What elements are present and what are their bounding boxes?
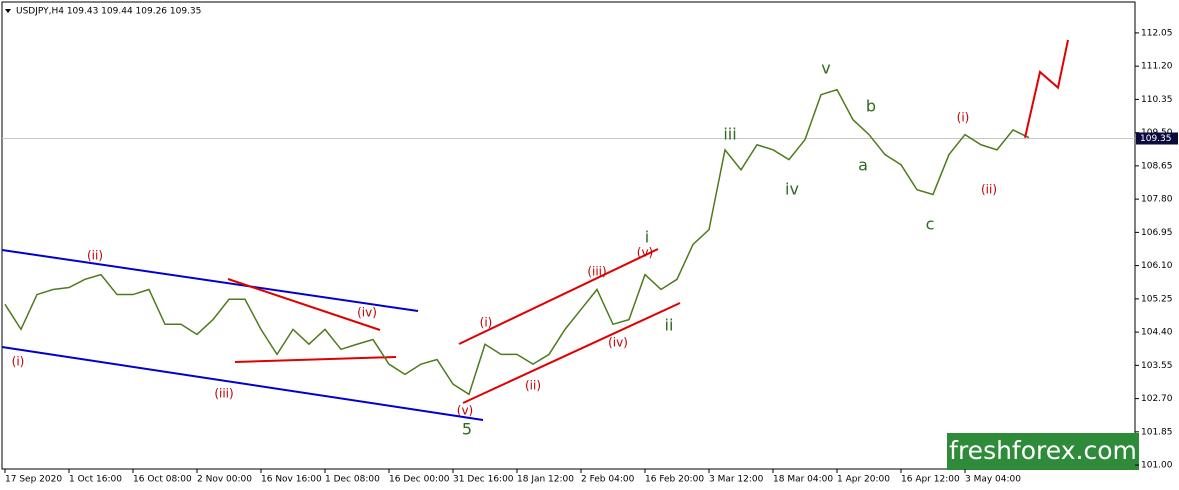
x-tick-label: 2 Feb 04:00 bbox=[581, 475, 635, 485]
channel-line bbox=[462, 302, 681, 404]
y-tick-label: 101.85 bbox=[1141, 427, 1173, 437]
x-tick-label: 18 Jan 12:00 bbox=[517, 475, 574, 485]
price-line-series bbox=[4, 88, 1030, 396]
wave-label: ii bbox=[665, 316, 674, 335]
watermark-box bbox=[947, 433, 1139, 470]
x-tick-label: 31 Dec 16:00 bbox=[453, 475, 514, 485]
x-tick-label: 2 Nov 00:00 bbox=[197, 475, 252, 485]
wave-label: (ii) bbox=[87, 249, 103, 263]
wave-label: iii bbox=[723, 125, 736, 144]
x-tick-label: 1 Apr 20:00 bbox=[837, 475, 890, 485]
triangle-line bbox=[227, 278, 381, 331]
wave-label: (i) bbox=[12, 355, 25, 369]
y-tick-label: 102.70 bbox=[1141, 394, 1173, 404]
wave-label: (ii) bbox=[981, 183, 997, 197]
wave-label: iv bbox=[785, 180, 799, 199]
channel-line bbox=[1, 346, 484, 421]
y-tick-label: 106.10 bbox=[1141, 261, 1173, 271]
y-tick-label: 112.05 bbox=[1141, 28, 1173, 38]
y-tick-label: 111.20 bbox=[1141, 62, 1173, 72]
y-tick-label: 107.80 bbox=[1141, 195, 1173, 205]
x-tick-label: 1 Oct 16:00 bbox=[69, 475, 122, 485]
x-tick-label: 16 Dec 00:00 bbox=[389, 475, 450, 485]
x-tick-label: 16 Apr 12:00 bbox=[901, 475, 960, 485]
y-tick-label: 106.95 bbox=[1141, 228, 1173, 238]
wave-label: (i) bbox=[957, 111, 970, 125]
y-tick-label: 108.65 bbox=[1141, 161, 1173, 171]
price-label: 109.35 bbox=[1140, 134, 1172, 144]
wave-label: (v) bbox=[457, 404, 473, 418]
y-tick-label: 105.25 bbox=[1141, 294, 1173, 304]
y-tick-label: 110.35 bbox=[1141, 95, 1173, 105]
y-tick-label: 104.40 bbox=[1141, 328, 1173, 338]
x-tick-label: 3 Mar 12:00 bbox=[709, 475, 764, 485]
wave-label: i bbox=[645, 228, 649, 247]
y-tick-label: 103.55 bbox=[1141, 361, 1173, 371]
watermark: freshforex.com bbox=[949, 436, 1137, 465]
wave-label: c bbox=[926, 215, 935, 234]
x-tick-label: 16 Oct 08:00 bbox=[133, 475, 192, 485]
wave-label: 5 bbox=[462, 420, 472, 439]
triangle-line bbox=[234, 356, 397, 363]
projection-line bbox=[1024, 39, 1069, 138]
wave-label: b bbox=[866, 97, 876, 116]
chart-title: USDJPY,H4 109.43 109.44 109.26 109.35 bbox=[16, 7, 201, 17]
wave-label: (iv) bbox=[357, 306, 377, 320]
wave-label: (iii) bbox=[214, 387, 233, 401]
wave-label: (iv) bbox=[608, 336, 628, 350]
x-tick-label: 1 Dec 08:00 bbox=[325, 475, 380, 485]
plot-area bbox=[1, 1, 1136, 470]
wave-label: (i) bbox=[480, 316, 493, 330]
wave-label: v bbox=[821, 59, 830, 78]
channel-line bbox=[458, 248, 659, 345]
x-tick-label: 17 Sep 2020 bbox=[5, 475, 62, 485]
x-tick-label: 16 Nov 16:00 bbox=[261, 475, 322, 485]
channel-line bbox=[1, 249, 419, 312]
x-tick-label: 3 May 04:00 bbox=[965, 475, 1021, 485]
menu-arrow[interactable] bbox=[5, 9, 11, 13]
wave-label: (ii) bbox=[525, 379, 541, 393]
wave-label: (iii) bbox=[587, 265, 606, 279]
x-tick-label: 16 Feb 20:00 bbox=[645, 475, 704, 485]
wave-label: a bbox=[858, 156, 868, 175]
wave-label: (v) bbox=[637, 246, 653, 260]
x-tick-label: 18 Mar 04:00 bbox=[773, 475, 833, 485]
price-label-box bbox=[1136, 132, 1178, 145]
y-tick-label: 101.00 bbox=[1141, 461, 1173, 471]
